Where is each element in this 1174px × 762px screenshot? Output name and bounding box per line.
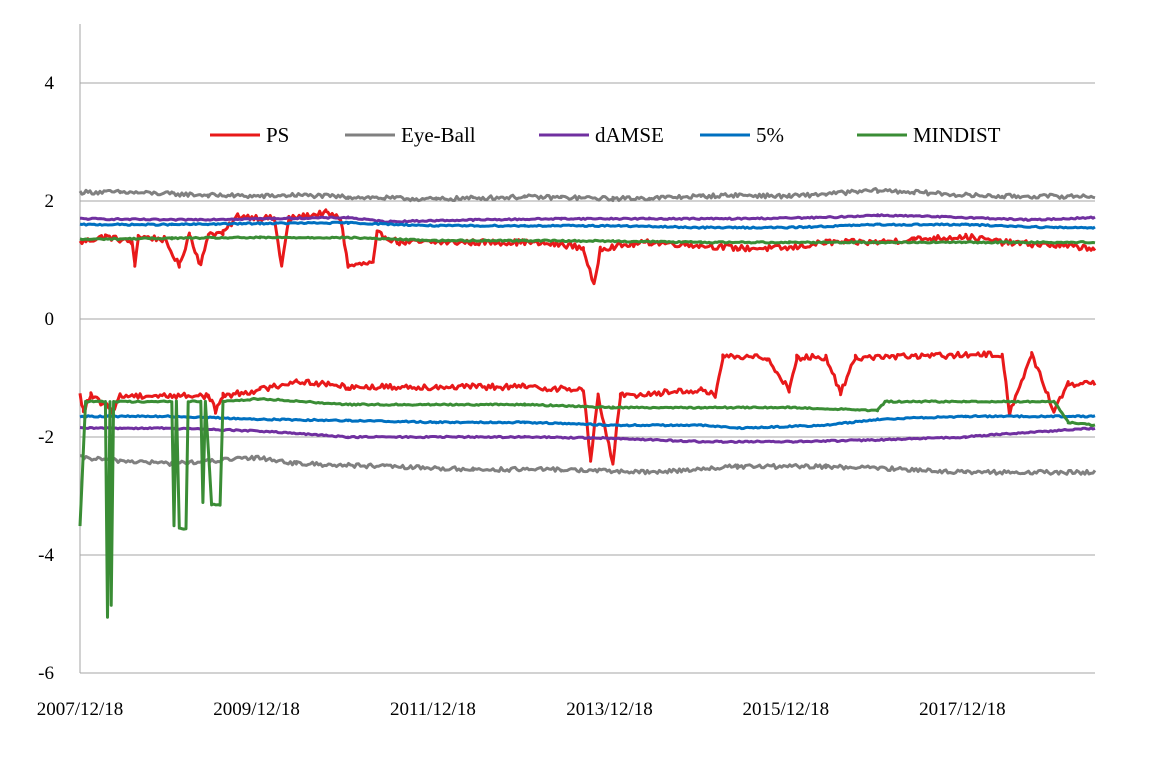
legend-label: Eye-Ball xyxy=(401,123,476,147)
legend-label: dAMSE xyxy=(595,123,664,147)
x-tick-label: 2011/12/18 xyxy=(390,699,476,720)
x-tick-label: 2017/12/18 xyxy=(919,699,1006,720)
series-line-ps-upper xyxy=(78,208,1097,286)
y-tick-label: -4 xyxy=(38,545,54,566)
y-tick-labels: 4 2 0 -2 -4 -6 xyxy=(38,73,54,684)
x-tick-label: 2015/12/18 xyxy=(743,699,830,720)
series-line-eye-ball-upper xyxy=(78,187,1096,203)
x-tick-label: 2013/12/18 xyxy=(566,699,653,720)
series-lines xyxy=(78,187,1097,619)
y-tick-label: -2 xyxy=(38,427,54,448)
series-line-damse-upper xyxy=(80,213,1096,224)
x-tick-label: 2007/12/18 xyxy=(37,699,124,720)
y-tick-label: 4 xyxy=(45,73,55,94)
x-tick-labels: 2007/12/18 2009/12/18 2011/12/18 2013/12/18… xyxy=(37,699,1006,720)
y-tick-label: 2 xyxy=(45,191,55,212)
series-line-5--upper xyxy=(79,220,1096,230)
series-line-eye-ball-lower xyxy=(79,454,1097,476)
x-tick-label: 2009/12/18 xyxy=(213,699,300,720)
gridlines xyxy=(80,82,1095,674)
series-line-ps-lower xyxy=(78,350,1097,466)
series-line-mindist-lower xyxy=(78,397,1096,619)
legend-label: PS xyxy=(266,123,289,147)
series-line-5--lower xyxy=(79,414,1096,431)
legend-label: 5% xyxy=(756,123,784,147)
legend-label: MINDIST xyxy=(913,123,1001,147)
y-tick-label: 0 xyxy=(45,309,55,330)
y-tick-label: -6 xyxy=(38,663,54,684)
series-line-damse-lower xyxy=(79,426,1096,444)
series-line-mindist-upper xyxy=(79,235,1096,245)
legend: PS Eye-Ball dAMSE 5% MINDIST xyxy=(210,123,1001,147)
